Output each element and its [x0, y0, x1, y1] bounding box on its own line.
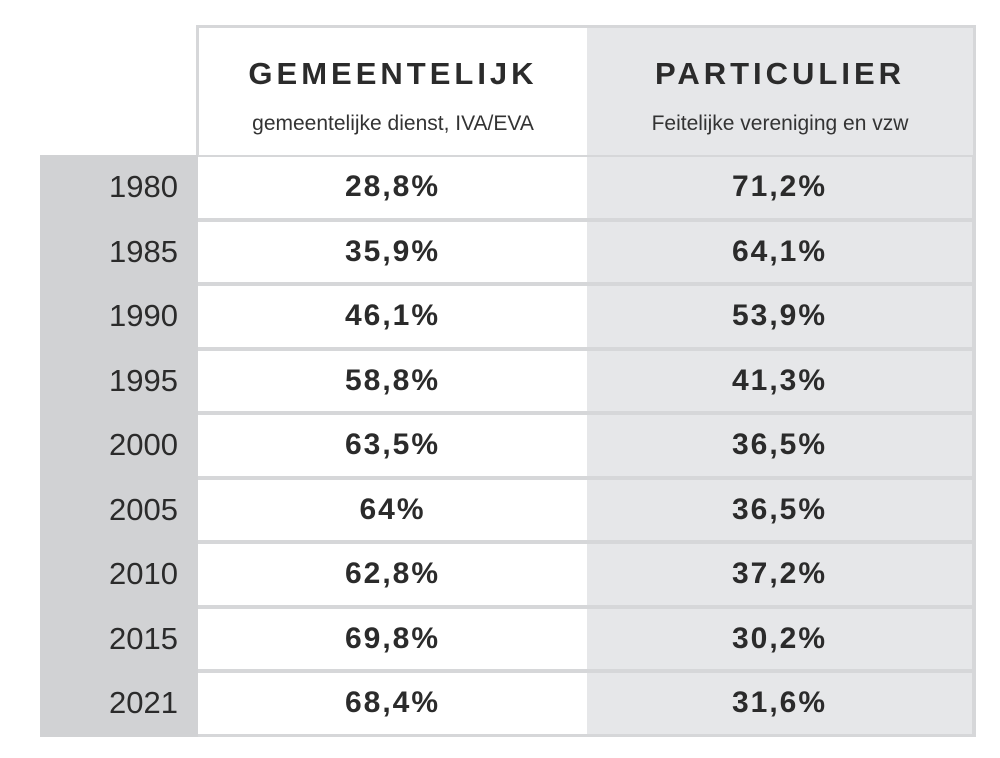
year-cell: 1990: [109, 298, 178, 334]
gemeentelijk-value-cell: 46,1%: [198, 286, 587, 347]
particulier-value-cell: 30,2%: [587, 608, 972, 669]
particulier-value-cell: 53,9%: [587, 286, 972, 347]
header-gemeentelijk: GEMEENTELIJK gemeentelijke dienst, IVA/E…: [196, 25, 587, 155]
header-gemeentelijk-subtitle: gemeentelijke dienst, IVA/EVA: [252, 112, 534, 135]
gemeentelijk-value-cell: 64%: [198, 479, 587, 540]
table-row: 2010 62,8% 37,2%: [40, 542, 976, 607]
particulier-value-cell: 64,1%: [587, 221, 972, 282]
header-particulier-title: PARTICULIER: [654, 56, 906, 91]
gemeentelijk-value-cell: 63,5%: [198, 415, 587, 476]
particulier-value-cell: 31,6%: [587, 673, 972, 734]
particulier-value-cell: 36,5%: [587, 415, 972, 476]
year-cell: 2015: [109, 620, 178, 656]
header-particulier-subtitle: Feitelijke vereniging en vzw: [651, 112, 909, 135]
particulier-value-cell: 36,5%: [587, 479, 972, 540]
gemeentelijk-value-cell: 69,8%: [198, 608, 587, 669]
table-row: 2015 69,8% 30,2%: [40, 607, 976, 672]
gemeentelijk-value-cell: 58,8%: [198, 350, 587, 411]
year-cell: 1985: [109, 233, 178, 269]
particulier-value-cell: 41,3%: [587, 350, 972, 411]
year-cell: 2000: [109, 427, 178, 463]
table-row: 1995 58,8% 41,3%: [40, 349, 976, 414]
table-row: 2021 68,4% 31,6%: [40, 671, 976, 736]
year-column-background: [40, 155, 198, 737]
gemeentelijk-value-cell: 62,8%: [198, 544, 587, 605]
table-row: 1990 46,1% 53,9%: [40, 284, 976, 349]
year-cell: 2005: [109, 491, 178, 527]
year-cell: 1980: [109, 169, 178, 205]
year-cell: 2021: [109, 685, 178, 721]
table-row: 1980 28,8% 71,2%: [40, 155, 976, 220]
table-row: 1985 35,9% 64,1%: [40, 220, 976, 285]
particulier-value-cell: 71,2%: [587, 157, 972, 218]
gemeentelijk-value-cell: 68,4%: [198, 673, 587, 734]
year-cell: 2010: [109, 556, 178, 592]
header-gemeentelijk-title: GEMEENTELIJK: [248, 56, 538, 91]
particulier-value-cell: 37,2%: [587, 544, 972, 605]
year-cell: 1995: [109, 362, 178, 398]
header-particulier: PARTICULIER Feitelijke vereniging en vzw: [587, 25, 976, 155]
gemeentelijk-value-cell: 28,8%: [198, 157, 587, 218]
table-row: 2000 63,5% 36,5%: [40, 413, 976, 478]
gemeentelijk-value-cell: 35,9%: [198, 221, 587, 282]
table-row: 2005 64% 36,5%: [40, 478, 976, 543]
